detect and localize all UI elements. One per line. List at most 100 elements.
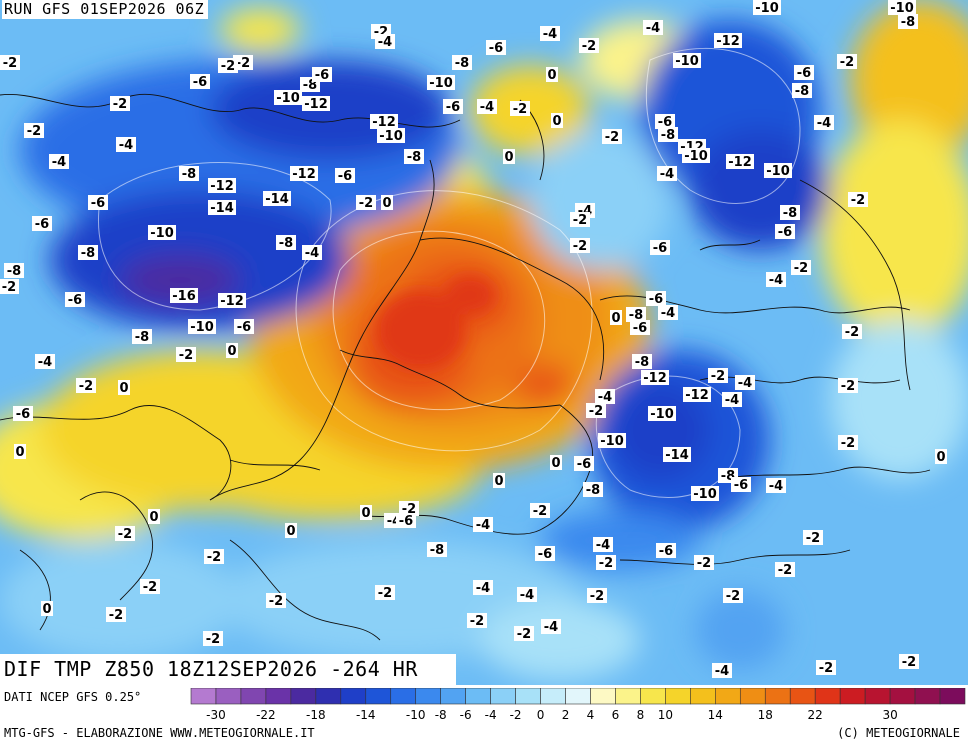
contour-label-text: -2 [27, 124, 41, 139]
contour-label: -4 [657, 166, 677, 182]
contour-label: -6 [190, 74, 210, 90]
contour-label-text: -8 [135, 330, 149, 345]
contour-label: -8 [427, 542, 447, 558]
contour-label: -12 [218, 293, 246, 309]
legend-tick-label: 6 [612, 708, 620, 722]
contour-label: -2 [514, 626, 534, 642]
contour-label-text: 0 [119, 381, 128, 396]
contour-label: -2 [579, 38, 599, 54]
legend-swatch [814, 687, 841, 705]
contour-label-text: -10 [150, 226, 174, 241]
legend-tick-label: -2 [510, 708, 522, 722]
contour-label: -2 [356, 195, 376, 211]
contour-label-text: -2 [778, 563, 792, 578]
contour-label: 0 [118, 380, 130, 396]
contour-label: -4 [735, 375, 755, 391]
contour-label: -6 [794, 65, 814, 81]
contour-label-text: -8 [182, 167, 196, 182]
contour-label-text: -2 [819, 661, 833, 676]
legend-swatch [515, 687, 541, 705]
contour-label-text: -2 [143, 580, 157, 595]
contour-label-text: -6 [237, 320, 251, 335]
contour-label-text: -14 [265, 192, 289, 207]
legend-swatch [690, 687, 716, 705]
contour-label: -2 [838, 378, 858, 394]
contour-label: -6 [234, 319, 254, 335]
contour-label-text: -2 [79, 379, 93, 394]
contour-label-text: 0 [611, 311, 620, 326]
contour-label: -2 [375, 585, 395, 601]
contour-label: -4 [766, 272, 786, 288]
contour-label-text: -4 [378, 35, 392, 50]
contour-label-text: -8 [661, 128, 675, 143]
legend-swatch [490, 687, 516, 705]
contour-label-text: -8 [629, 308, 643, 323]
contour-label: -2 [176, 347, 196, 363]
contour-label-text: -2 [582, 39, 596, 54]
legend-swatch [215, 687, 242, 705]
contour-label: -12 [641, 370, 669, 386]
contour-label: -2 [110, 96, 130, 112]
contour-label: -8 [404, 149, 424, 165]
contour-label: -10 [427, 75, 455, 91]
contour-label-text: -2 [517, 627, 531, 642]
contour-label-text: -2 [3, 56, 17, 71]
legend-tick-label: -30 [206, 708, 226, 722]
legend-swatch [315, 687, 342, 705]
legend-tick-label: 8 [637, 708, 645, 722]
contour-label: -6 [13, 406, 33, 422]
legend-swatch [739, 687, 766, 705]
contour-label-text: -6 [633, 321, 647, 336]
contour-label-text: -6 [446, 100, 460, 115]
contour-label-text: -2 [113, 97, 127, 112]
contour-label-text: -2 [118, 527, 132, 542]
contour-label-text: -12 [292, 167, 316, 182]
contour-label: -2 [816, 660, 836, 676]
contour-label: -4 [473, 517, 493, 533]
contour-label-text: -4 [480, 100, 494, 115]
temperature-anomaly-map: -2 -4 -2 -4 -2 -6 -8 0 -10 -10 -8 -12 -4 -2 -10 -6 -8 -2-… [0, 0, 968, 685]
contour-label: -4 [712, 663, 732, 679]
contour-label: 0 [360, 505, 372, 521]
contour-label-text: 0 [42, 602, 51, 617]
legend-tick-label: 30 [882, 708, 897, 722]
contour-label: -4 [814, 115, 834, 131]
legend-tick-label: -4 [485, 708, 497, 722]
contour-label: -10 [673, 53, 701, 69]
contour-label: -4 [302, 245, 322, 261]
data-source: DATI NCEP GFS 0.25° [4, 690, 142, 704]
contour-label-text: -2 [599, 556, 613, 571]
contour-label-text: -14 [665, 448, 689, 463]
contour-label-text: -8 [407, 150, 421, 165]
contour-label-text: -4 [596, 538, 610, 553]
contour-label-text: -2 [902, 655, 916, 670]
contour-label-text: -6 [653, 241, 667, 256]
contour-label: -12 [302, 96, 330, 112]
contour-label: 0 [148, 509, 160, 525]
legend-swatch [889, 687, 916, 705]
contour-label: -6 [574, 456, 594, 472]
contour-label-text: -4 [738, 376, 752, 391]
contour-label: -4 [473, 580, 493, 596]
contour-label-text: -2 [794, 261, 808, 276]
contour-label: -2 [530, 503, 550, 519]
contour-label-text: -2 [845, 325, 859, 340]
contour-label-text: -8 [279, 236, 293, 251]
contour-label: -2 [791, 260, 811, 276]
contour-label: -10 [648, 406, 676, 422]
contour-label-text: -2 [359, 196, 373, 211]
run-title: RUN GFS 01SEP2026 06Z [2, 0, 209, 19]
legend-swatch [764, 687, 791, 705]
contour-label: -2 [602, 129, 622, 145]
contour-label: -6 [312, 67, 332, 83]
contour-label: -10 [188, 319, 216, 335]
contour-label-text: -4 [520, 588, 534, 603]
legend-swatch [340, 687, 367, 705]
legend-swatch [864, 687, 891, 705]
contour-label-text: -8 [783, 206, 797, 221]
contour-label-text: -8 [430, 543, 444, 558]
contour-label-text: -2 [851, 193, 865, 208]
legend-tick-label: -10 [406, 708, 426, 722]
contour-label-text: 0 [286, 524, 295, 539]
contour-label-text: -6 [315, 68, 329, 83]
